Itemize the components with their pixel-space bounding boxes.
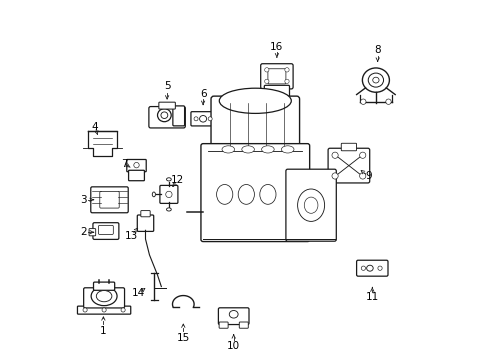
FancyBboxPatch shape [172, 106, 184, 126]
Ellipse shape [161, 112, 167, 118]
FancyBboxPatch shape [100, 192, 119, 208]
Ellipse shape [219, 88, 291, 113]
Circle shape [331, 152, 338, 158]
Text: 4: 4 [92, 122, 98, 132]
Ellipse shape [362, 68, 388, 92]
FancyBboxPatch shape [327, 148, 369, 183]
FancyBboxPatch shape [77, 306, 130, 314]
FancyBboxPatch shape [141, 211, 150, 217]
Text: 15: 15 [176, 333, 189, 343]
FancyBboxPatch shape [264, 85, 289, 98]
Text: 9: 9 [365, 171, 371, 181]
Circle shape [134, 162, 139, 168]
Ellipse shape [229, 310, 238, 318]
Circle shape [331, 173, 338, 179]
Text: 11: 11 [365, 292, 378, 302]
FancyBboxPatch shape [211, 96, 299, 154]
Ellipse shape [281, 146, 293, 153]
Text: 3: 3 [80, 195, 86, 205]
FancyBboxPatch shape [218, 308, 248, 325]
Text: 6: 6 [200, 89, 206, 99]
FancyBboxPatch shape [267, 69, 285, 84]
FancyBboxPatch shape [89, 229, 96, 236]
Circle shape [165, 191, 172, 198]
Text: 5: 5 [163, 81, 170, 91]
Text: 13: 13 [124, 231, 138, 241]
Ellipse shape [259, 184, 275, 204]
FancyBboxPatch shape [260, 64, 292, 89]
Text: 1: 1 [100, 326, 106, 336]
Circle shape [284, 68, 288, 72]
Circle shape [359, 173, 365, 179]
Ellipse shape [297, 189, 324, 221]
Ellipse shape [238, 184, 254, 204]
Ellipse shape [261, 146, 274, 153]
FancyBboxPatch shape [160, 185, 178, 203]
Text: 10: 10 [226, 341, 240, 351]
FancyBboxPatch shape [128, 170, 144, 181]
FancyBboxPatch shape [356, 260, 387, 276]
Circle shape [360, 99, 365, 104]
Ellipse shape [166, 178, 171, 181]
FancyBboxPatch shape [285, 169, 336, 241]
FancyBboxPatch shape [239, 322, 248, 328]
Ellipse shape [152, 192, 155, 197]
FancyBboxPatch shape [201, 144, 309, 242]
FancyBboxPatch shape [98, 225, 113, 234]
Ellipse shape [366, 265, 372, 271]
FancyBboxPatch shape [341, 143, 356, 151]
Text: 16: 16 [270, 42, 283, 52]
Circle shape [194, 117, 198, 121]
Circle shape [361, 266, 365, 270]
Circle shape [377, 266, 382, 270]
FancyBboxPatch shape [91, 187, 128, 213]
FancyBboxPatch shape [137, 215, 153, 231]
FancyBboxPatch shape [93, 282, 115, 290]
Circle shape [208, 117, 212, 121]
Ellipse shape [157, 109, 171, 122]
Ellipse shape [91, 287, 117, 306]
FancyBboxPatch shape [219, 322, 228, 328]
FancyBboxPatch shape [148, 107, 185, 128]
Circle shape [264, 79, 268, 84]
FancyBboxPatch shape [93, 223, 119, 239]
Ellipse shape [216, 184, 232, 204]
Circle shape [83, 308, 87, 312]
Text: 12: 12 [170, 175, 183, 185]
Circle shape [359, 152, 365, 158]
FancyBboxPatch shape [159, 102, 175, 109]
Ellipse shape [199, 116, 206, 122]
Ellipse shape [96, 291, 112, 302]
Ellipse shape [304, 197, 317, 213]
Ellipse shape [367, 73, 383, 87]
FancyBboxPatch shape [126, 159, 146, 172]
Text: 14: 14 [131, 288, 144, 298]
Ellipse shape [166, 208, 171, 211]
Text: 8: 8 [374, 45, 380, 55]
FancyBboxPatch shape [83, 288, 124, 308]
Ellipse shape [222, 146, 234, 153]
Ellipse shape [241, 146, 254, 153]
Circle shape [264, 68, 268, 72]
Circle shape [121, 308, 125, 312]
FancyBboxPatch shape [190, 112, 215, 126]
Text: 7: 7 [121, 159, 128, 169]
Circle shape [102, 308, 106, 312]
Text: 2: 2 [80, 227, 86, 237]
Circle shape [284, 79, 288, 84]
Circle shape [385, 99, 390, 104]
Ellipse shape [372, 77, 378, 83]
